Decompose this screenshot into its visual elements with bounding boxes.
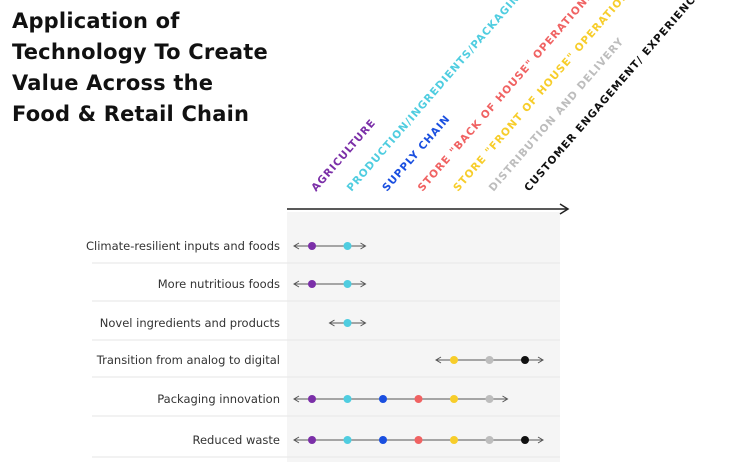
stage-dot <box>485 356 494 364</box>
table-row: Climate-resilient inputs and foods <box>86 239 560 264</box>
title-line: Technology To Create <box>12 40 268 64</box>
stage-dot <box>343 319 352 327</box>
row-label: Transition from analog to digital <box>96 353 280 367</box>
table-row: Reduced waste <box>92 433 560 458</box>
stage-dot <box>450 436 458 444</box>
row-label: Novel ingredients and products <box>100 316 280 330</box>
stage-dot <box>343 436 352 444</box>
stage-dot <box>450 395 458 403</box>
stage-dot <box>308 436 316 444</box>
stage-dot <box>414 395 423 403</box>
row-label: Climate-resilient inputs and foods <box>86 239 280 253</box>
stage-dot <box>521 436 529 444</box>
row-label: More nutritious foods <box>158 277 280 291</box>
stage-dot <box>379 436 387 444</box>
stage-dot <box>343 242 352 250</box>
title-line: Application of <box>12 9 180 33</box>
stage-dot <box>308 280 316 288</box>
column-label: DISTRIBUTION AND DELIVERY <box>487 36 627 194</box>
title-line: Value Across the <box>12 71 214 95</box>
table-row: Transition from analog to digital <box>92 353 560 378</box>
chart-panel <box>287 212 560 462</box>
row-label: Packaging innovation <box>157 392 280 406</box>
row-label: Reduced waste <box>192 433 280 447</box>
stage-dot <box>343 395 352 403</box>
stage-dot <box>485 395 494 403</box>
stage-dot <box>343 280 352 288</box>
page-title: Application of Technology To Create Valu… <box>12 6 268 130</box>
column-label: CUSTOMER ENGAGEMENT/ EXPERIENCE <box>522 0 703 194</box>
table-row: Packaging innovation <box>92 392 560 417</box>
column-label: SUPPLY CHAIN <box>380 113 453 194</box>
stage-dot <box>308 395 316 403</box>
table-row: More nutritious foods <box>92 277 560 302</box>
table-row: Novel ingredients and products <box>92 316 560 341</box>
stage-dot <box>521 356 529 364</box>
stage-dot <box>485 436 494 444</box>
stage-dot <box>450 356 458 364</box>
stage-dot <box>379 395 387 403</box>
column-label: AGRICULTURE <box>309 117 378 194</box>
stage-dot <box>308 242 316 250</box>
stage-dot <box>414 436 423 444</box>
title-line: Food & Retail Chain <box>12 102 250 126</box>
